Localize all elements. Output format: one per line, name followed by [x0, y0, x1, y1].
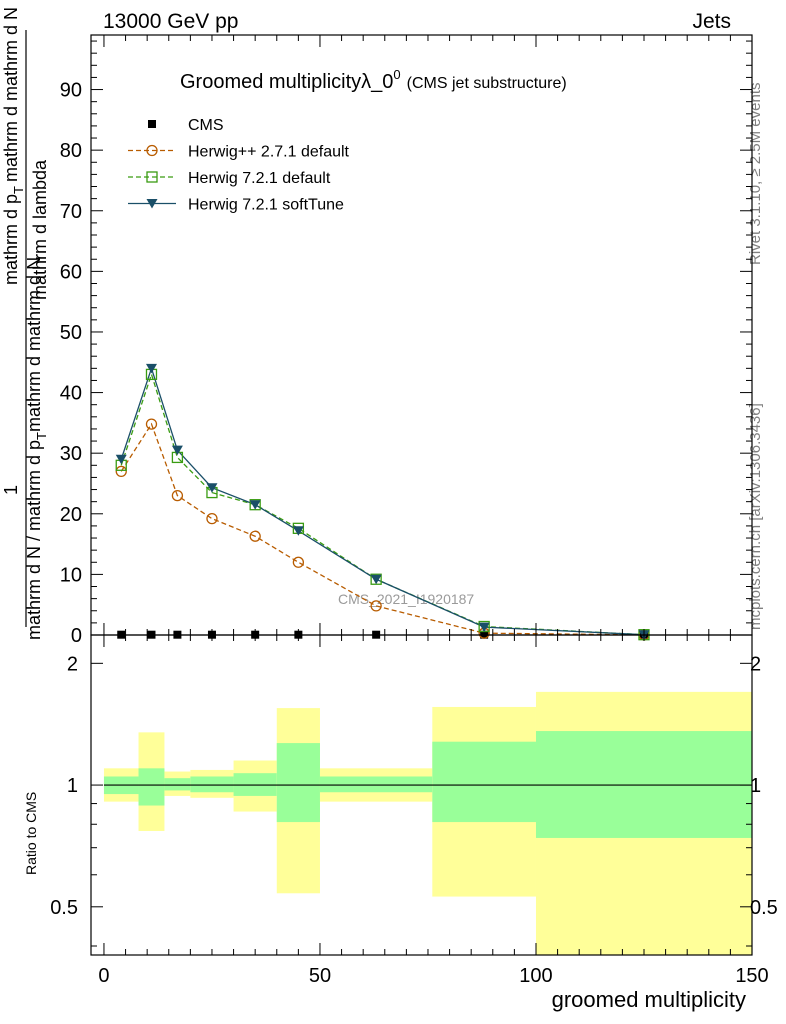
- ratio-tick-label-right: 0.5: [750, 897, 778, 919]
- green-band-3: [190, 776, 234, 793]
- y-tick-label: 0: [71, 625, 82, 647]
- svg-text:Ratio to CMS: Ratio to CMS: [23, 792, 39, 875]
- green-band-6: [319, 776, 433, 793]
- main-ylabel-top2: mathrm d lambda: [30, 159, 50, 300]
- series-1-point-6: [370, 600, 382, 612]
- ratio-tick-label-right: 1: [750, 775, 761, 797]
- series-3-point-0: [115, 454, 127, 465]
- ratio-ylabel: Ratio to CMS: [23, 792, 39, 875]
- series-3-point-7: [478, 622, 490, 633]
- legend-label-2: Herwig 7.2.1 default: [188, 170, 331, 187]
- svg-text:mcplots.cern.ch [arXiv:1306.34: mcplots.cern.ch [arXiv:1306.3436]: [747, 403, 764, 630]
- legend-label-3: Herwig 7.2.1 softTune: [188, 197, 344, 214]
- y-tick-label: 30: [60, 443, 82, 465]
- mcplots-label: mcplots.cern.ch [arXiv:1306.3436]: [747, 403, 764, 630]
- main-ylabel-numerator: 1: [1, 485, 21, 495]
- series-3-point-1: [145, 363, 157, 374]
- legend: CMS Herwig++ 2.7.1 default Herwig 7.2.1 de…: [128, 117, 350, 214]
- series-1-point-4: [249, 530, 261, 542]
- main-ylabel: mathrm d N / mathrm d pTmathrm dmathrm d…: [24, 257, 49, 640]
- svg-text:1: 1: [1, 485, 21, 495]
- y-tick-label: 20: [60, 504, 82, 526]
- green-band-2: [164, 778, 191, 791]
- series-1-point-0: [115, 465, 127, 478]
- ratio-tick-label: 2: [67, 653, 78, 675]
- green-band-1: [138, 768, 165, 806]
- x-tick-label: 0: [98, 965, 109, 987]
- series-1-point-2: [171, 489, 184, 502]
- y-tick-label: 60: [60, 261, 82, 283]
- legend-marker-1: [146, 144, 158, 157]
- energy-label: 13000 GeV pp: [103, 10, 238, 33]
- series-1-point-1: [145, 418, 158, 430]
- category-label: Jets: [692, 10, 731, 33]
- series-line-1: [120, 422, 645, 636]
- legend-marker-2: [146, 171, 158, 183]
- chart-title: Groomed multiplicityλ_00(CMS jet substru…: [180, 67, 567, 93]
- legend-label-1: Herwig++ 2.7.1 default: [188, 144, 350, 161]
- x-tick-label: 100: [519, 965, 552, 987]
- rivet-label: Rivet 3.1.10, ≥ 2.5M events: [747, 83, 764, 266]
- legend-label-0: CMS: [188, 117, 224, 134]
- ratio-frame: [90, 634, 753, 956]
- legend-marker-3: [146, 199, 158, 209]
- series-1-point-3: [206, 512, 218, 525]
- series-3-point-3: [206, 483, 218, 493]
- ratio-tick-label: 0.5: [50, 897, 78, 919]
- svg-text:Rivet 3.1.10, ≥ 2.5M events: Rivet 3.1.10, ≥ 2.5M events: [747, 83, 764, 266]
- y-tick-label: 70: [60, 201, 82, 223]
- ratio-tick-label: 1: [67, 775, 78, 797]
- series-1-point-5: [292, 556, 305, 568]
- series-3-point-2: [171, 445, 183, 456]
- axes: 0 50 100 150 0 10 20 30 40 50 60 70 80 90 0.5 0.5 1 1 2 2: [50, 34, 778, 987]
- main-ylabel-top: mathrm d pTmathrm dmathrm d N: [1, 7, 26, 285]
- x-tick-label: 50: [309, 965, 331, 987]
- x-axis-label: groomed multiplicity: [552, 987, 746, 1012]
- series-3-point-5: [292, 526, 304, 536]
- svg-text:mathrm d pTmathrm dmathrm d N: mathrm d pTmathrm dmathrm d N: [1, 7, 26, 285]
- series-3-point-4: [249, 500, 261, 510]
- green-band-5: [276, 743, 320, 823]
- y-tick-label: 80: [60, 140, 82, 162]
- analysis-watermark: CMS_2021_I1920187: [338, 591, 474, 607]
- ratio-tick-label-right: 2: [750, 653, 761, 675]
- ratio-bands: [103, 691, 752, 955]
- y-tick-label: 40: [60, 383, 82, 405]
- legend-marker-0: [148, 120, 156, 128]
- y-tick-label: 10: [60, 564, 82, 586]
- svg-text:mathrm d N / mathrm d pTmathrm: mathrm d N / mathrm d pTmathrm dmathrm d…: [24, 257, 49, 640]
- x-tick-label: 150: [735, 965, 768, 987]
- series-3-point-6: [370, 574, 382, 585]
- green-band-7: [432, 741, 536, 823]
- y-tick-label: 50: [60, 322, 82, 344]
- y-tick-label: 90: [60, 80, 82, 102]
- svg-text:mathrm d lambda: mathrm d lambda: [30, 159, 50, 300]
